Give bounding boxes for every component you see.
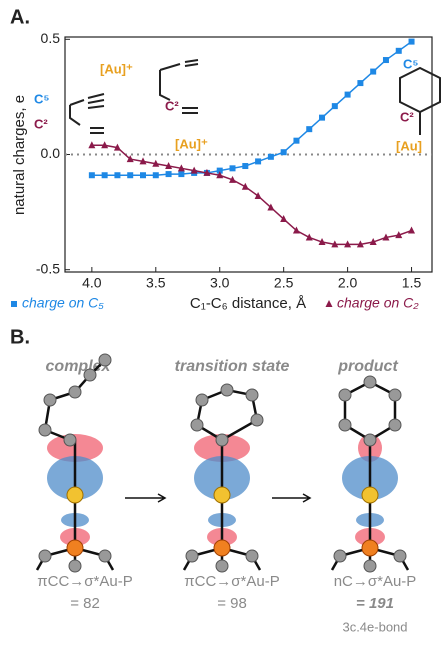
atom [216, 560, 228, 572]
annotation: [Au]⁺ [175, 136, 208, 151]
annotation: C⁵ [34, 91, 50, 106]
marker [255, 158, 261, 164]
marker [383, 57, 389, 63]
x-tick-label: 2.0 [338, 275, 358, 291]
atom [69, 560, 81, 572]
panel-label: B. [10, 326, 30, 348]
atom-p [362, 540, 378, 556]
y-axis-label: natural charges, e [11, 95, 28, 215]
atom [246, 389, 258, 401]
atom [39, 424, 51, 436]
legend-marker [11, 301, 17, 307]
marker [408, 227, 415, 234]
panel-label: A. [10, 6, 30, 28]
marker [114, 172, 120, 178]
marker [345, 92, 351, 98]
atom-au [362, 487, 378, 503]
arrow [272, 494, 310, 502]
panel-b-heading: transition state [175, 358, 290, 375]
marker [153, 172, 159, 178]
x-tick-label: 3.0 [210, 275, 230, 291]
marker [127, 172, 133, 178]
x-axis-label: C₁-C₆ distance, Å [190, 295, 306, 312]
atom [246, 550, 258, 562]
atom [364, 434, 376, 446]
legend-label: charge on C₅ [22, 295, 104, 311]
atom-au [67, 487, 83, 503]
series-line [92, 145, 412, 244]
marker [370, 69, 376, 75]
atom [394, 550, 406, 562]
x-tick-label: 4.0 [82, 275, 102, 291]
atom [221, 384, 233, 396]
marker [255, 192, 262, 199]
atom [39, 550, 51, 562]
marker [357, 80, 363, 86]
legend-marker [326, 300, 333, 307]
marker [268, 154, 274, 160]
atom [191, 419, 203, 431]
marker [178, 171, 184, 177]
marker [319, 115, 325, 121]
marker [409, 39, 415, 45]
x-tick-label: 3.5 [146, 275, 166, 291]
y-tick-label: 0.5 [41, 30, 61, 46]
marker [89, 172, 95, 178]
atom [44, 394, 56, 406]
atom [69, 386, 81, 398]
marker [293, 138, 299, 144]
marker [242, 163, 248, 169]
orbital-label: πCC→σ*Au-P [184, 573, 279, 590]
bond-note: 3c.4e-bond [342, 619, 407, 634]
atom [64, 434, 76, 446]
marker [396, 48, 402, 54]
annotation: C² [165, 98, 179, 113]
y-tick-label: 0.0 [41, 145, 61, 161]
annotation: [Au]⁺ [100, 61, 133, 76]
atom-p [67, 540, 83, 556]
atom-au [214, 487, 230, 503]
annotation: [Au] [396, 138, 422, 153]
marker [230, 165, 236, 171]
atom [84, 369, 96, 381]
atom [216, 434, 228, 446]
figure: A. B. natural charges, e C₁-C₆ distance,… [0, 0, 447, 659]
arrow [125, 494, 165, 502]
atom [339, 419, 351, 431]
marker [306, 126, 312, 132]
y-tick-label: -0.5 [36, 260, 60, 276]
panel-b-heading: product [337, 358, 398, 375]
marker [140, 172, 146, 178]
atom [99, 354, 111, 366]
atom [99, 550, 111, 562]
x-tick-label: 2.5 [274, 275, 294, 291]
annotation: C² [34, 116, 48, 131]
annotation: C² [400, 109, 414, 124]
energy-label: = 98 [217, 595, 247, 612]
atom [364, 376, 376, 388]
orbital-label: πCC→σ*Au-P [37, 573, 132, 590]
atom [334, 550, 346, 562]
atom [196, 394, 208, 406]
atom [364, 560, 376, 572]
atom [389, 419, 401, 431]
orbital-label: nC→σ*Au-P [334, 573, 417, 590]
marker [166, 171, 172, 177]
atom [251, 414, 263, 426]
energy-label: = 191 [356, 595, 394, 612]
atom [339, 389, 351, 401]
atom [389, 389, 401, 401]
atom [186, 550, 198, 562]
marker [102, 172, 108, 178]
bond [345, 382, 395, 440]
marker [332, 103, 338, 109]
marker [281, 149, 287, 155]
energy-label: = 82 [70, 595, 100, 612]
x-tick-label: 1.5 [402, 275, 422, 291]
legend-label: charge on C₂ [337, 295, 419, 311]
atom-p [214, 540, 230, 556]
